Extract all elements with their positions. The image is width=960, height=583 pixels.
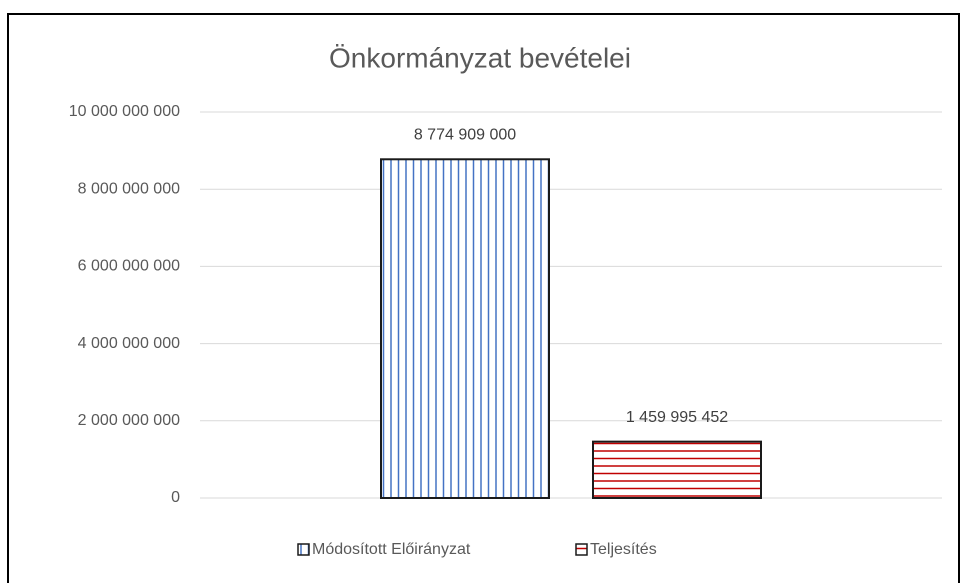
legend-swatch — [297, 543, 310, 556]
y-tick-label: 4 000 000 000 — [78, 335, 180, 352]
y-tick-label: 2 000 000 000 — [78, 412, 180, 429]
y-tick-label: 10 000 000 000 — [69, 103, 180, 120]
bar — [380, 158, 550, 499]
y-tick-label: 6 000 000 000 — [78, 258, 180, 275]
data-label: 1 459 995 452 — [626, 409, 728, 426]
data-label: 8 774 909 000 — [414, 127, 516, 144]
bar — [592, 440, 762, 499]
legend-label: Teljesítés — [590, 541, 657, 558]
y-tick-label: 0 — [171, 489, 180, 506]
y-tick-label: 8 000 000 000 — [78, 180, 180, 197]
legend-swatch — [575, 543, 588, 556]
chart-title: Önkormányzat bevételei — [329, 42, 631, 73]
legend-label: Módosított Előirányzat — [312, 541, 471, 558]
